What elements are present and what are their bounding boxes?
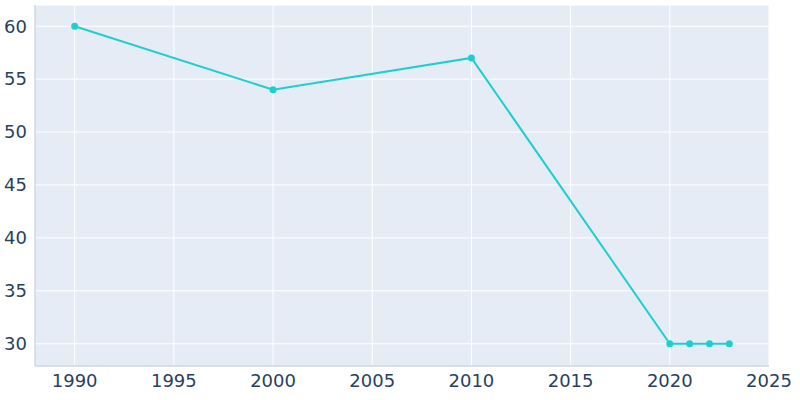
svg-text:1995: 1995 [151,370,197,391]
svg-text:35: 35 [8,280,27,301]
svg-text:60: 60 [8,16,27,37]
svg-text:30: 30 [8,333,27,354]
svg-text:50: 50 [8,121,27,142]
svg-text:40: 40 [8,227,27,248]
svg-text:55: 55 [8,68,27,89]
svg-text:2020: 2020 [647,370,693,391]
svg-text:2015: 2015 [548,370,594,391]
svg-text:1990: 1990 [52,370,98,391]
svg-text:2010: 2010 [449,370,495,391]
svg-text:2005: 2005 [349,370,395,391]
svg-text:45: 45 [8,174,27,195]
svg-text:2025: 2025 [746,370,792,391]
svg-text:2000: 2000 [250,370,296,391]
